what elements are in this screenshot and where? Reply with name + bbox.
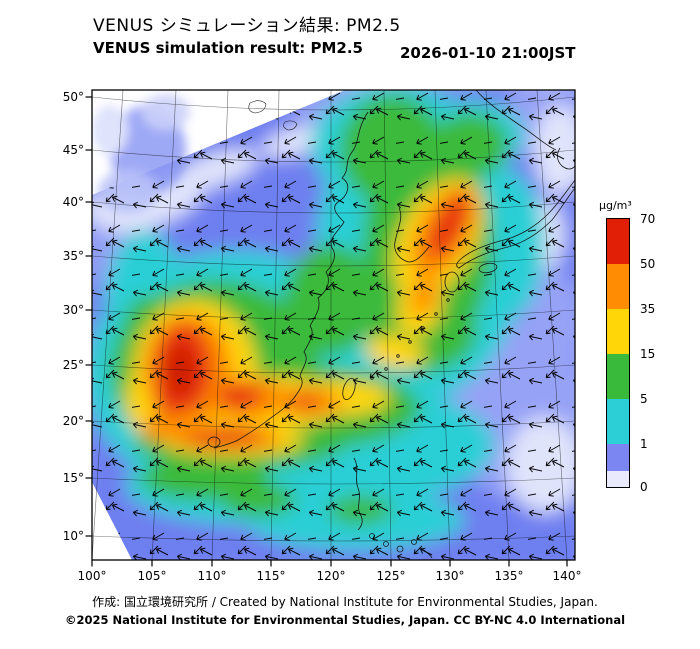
lon-label: 135°: [495, 569, 524, 583]
legend-tick-label: 5: [640, 392, 648, 406]
legend-tick-label: 35: [640, 302, 656, 316]
lon-label: 120°: [317, 569, 346, 583]
legend-band: [607, 264, 629, 309]
legend-tick-label: 15: [640, 347, 656, 361]
legend-color-bar: [606, 218, 630, 488]
wind-vector-field: [92, 90, 575, 560]
simulation-timestamp: 2026-01-10 21:00JST: [400, 44, 576, 62]
lat-label: 15°: [63, 471, 84, 485]
lat-label: 20°: [63, 414, 84, 428]
legend-unit-label: µg/m³: [599, 199, 632, 212]
lat-label: 25°: [63, 358, 84, 372]
lon-label: 115°: [257, 569, 286, 583]
legend-band: [607, 309, 629, 354]
lat-label: 30°: [63, 303, 84, 317]
page-title-japanese: VENUS シミュレーション結果: PM2.5: [93, 16, 401, 36]
lon-label: 140°: [553, 569, 582, 583]
legend-band: [607, 471, 629, 487]
legend-band: [607, 399, 629, 444]
attribution-footer: 作成: 国立環境研究所 / Created by National Instit…: [0, 593, 690, 627]
lat-label: 10°: [63, 529, 84, 543]
lon-label: 105°: [138, 569, 167, 583]
latitude-axis: 50° 45° 40° 35° 30° 25° 20° 15° 10°: [63, 90, 84, 543]
legend-body: 70 50 35 15 5 1 0: [606, 212, 692, 494]
legend-tick-label: 1: [640, 437, 648, 451]
copyright-line: ©2025 National Institute for Environment…: [64, 613, 626, 627]
lat-label: 50°: [63, 90, 84, 104]
axis-ticks: [85, 96, 568, 567]
legend-tick-labels: 70 50 35 15 5 1 0: [640, 212, 674, 494]
lat-label: 35°: [63, 249, 84, 263]
legend-tick-label: 70: [640, 212, 656, 226]
lon-label: 130°: [436, 569, 465, 583]
legend-tick-label: 0: [640, 480, 648, 494]
legend-band: [607, 354, 629, 399]
credit-line: 作成: 国立環境研究所 / Created by National Instit…: [92, 595, 598, 609]
map-frame: [91, 89, 576, 561]
lat-label: 45°: [63, 143, 84, 157]
lon-label: 110°: [198, 569, 227, 583]
lat-label: 40°: [63, 195, 84, 209]
page-title-english: VENUS simulation result: PM2.5: [93, 39, 363, 57]
color-scale-legend: µg/m³ 70 50 35 15 5 1 0: [597, 199, 692, 494]
longitude-axis: 100° 105° 110° 115° 120° 125° 130° 135° …: [78, 569, 582, 583]
lon-label: 125°: [377, 569, 406, 583]
legend-band: [607, 444, 629, 471]
legend-band: [607, 219, 629, 264]
lon-label: 100°: [78, 569, 107, 583]
legend-tick-label: 50: [640, 257, 656, 271]
